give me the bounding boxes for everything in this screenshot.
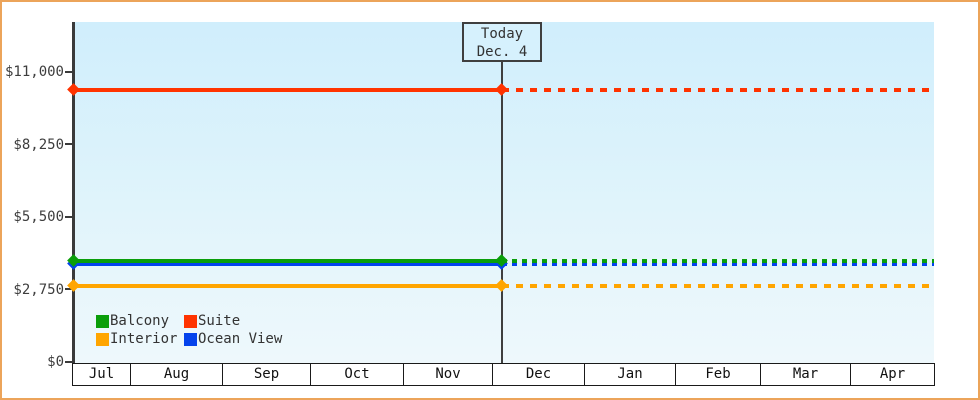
x-axis-label-oct: Oct — [311, 364, 404, 385]
balcony-line-dotted — [502, 258, 934, 263]
plot-area — [75, 22, 934, 363]
today-annotation-title: Today — [480, 26, 524, 42]
suite-swatch-icon — [184, 314, 197, 328]
balcony-line-solid — [74, 258, 502, 263]
legend-label: Interior — [110, 331, 178, 347]
y-tick-mark — [65, 143, 73, 145]
ocean-view-swatch-icon — [184, 332, 197, 346]
y-tick-mark — [65, 216, 73, 218]
suite-line-dotted — [502, 88, 934, 93]
y-axis — [72, 22, 75, 364]
y-tick-label: $11,000 — [4, 64, 64, 80]
ocean-view-line-solid — [74, 262, 502, 267]
today-annotation-date: Dec. 4 — [476, 44, 528, 60]
legend-item-balcony: Balcony — [96, 313, 184, 329]
legend-item-interior: Interior — [96, 331, 184, 347]
interior-line-dotted — [502, 284, 934, 289]
x-axis-label-dec: Dec — [493, 364, 585, 385]
y-tick-label: $0 — [47, 354, 64, 370]
legend: Balcony Suite Interior Ocean View — [96, 313, 283, 347]
x-axis-label-aug: Aug — [131, 364, 223, 385]
ocean-view-line-dotted — [502, 262, 934, 267]
interior-line-solid — [74, 284, 502, 289]
x-axis-label-feb: Feb — [676, 364, 761, 385]
today-vertical-line — [501, 61, 503, 363]
legend-label: Suite — [198, 313, 241, 329]
x-axis-label-mar: Mar — [761, 364, 851, 385]
x-axis-label-apr: Apr — [879, 366, 906, 382]
y-tick-label: $5,500 — [13, 209, 64, 225]
interior-swatch-icon — [96, 332, 109, 346]
suite-line-solid — [74, 88, 502, 93]
legend-label: Ocean View — [198, 331, 283, 347]
x-axis: Jul Aug Sep Oct Nov Dec Jan Feb Mar Apr — [72, 363, 935, 386]
y-tick-label: $8,250 — [13, 137, 64, 153]
y-tick-mark — [65, 361, 73, 363]
x-axis-label-sep: Sep — [223, 364, 311, 385]
x-axis-label-jan: Jan — [585, 364, 676, 385]
x-axis-label-jul: Jul — [73, 364, 131, 385]
y-tick-mark — [65, 71, 73, 73]
legend-item-ocean-view: Ocean View — [184, 331, 283, 347]
y-tick-mark — [65, 288, 73, 290]
legend-label: Balcony — [110, 313, 170, 329]
x-axis-label-nov: Nov — [404, 364, 493, 385]
y-tick-label: $2,750 — [13, 282, 64, 298]
today-annotation: Today Dec. 4 — [462, 22, 542, 62]
balcony-swatch-icon — [96, 314, 109, 328]
legend-item-suite: Suite — [184, 313, 282, 329]
